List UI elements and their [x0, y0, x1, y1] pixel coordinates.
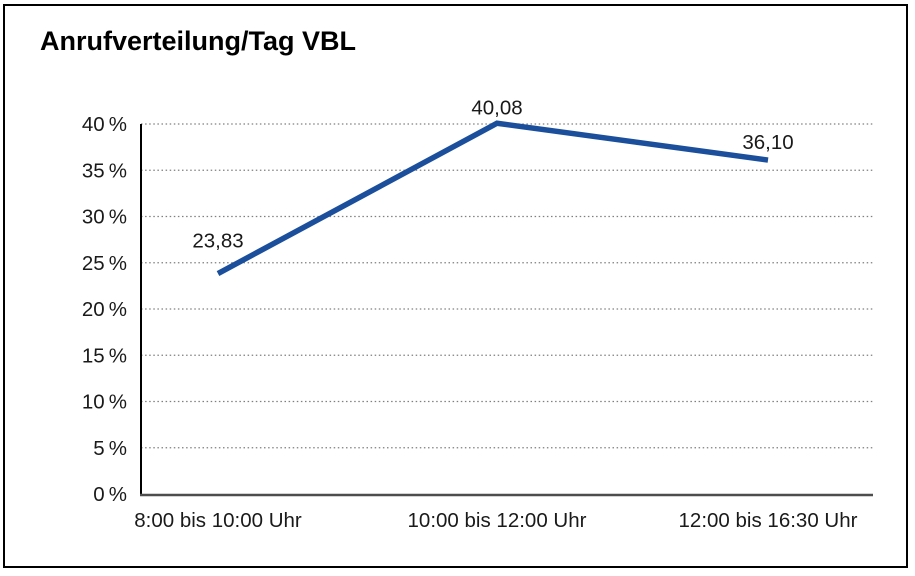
y-tick-label: 30 % — [82, 206, 127, 229]
y-tick-label: 0 % — [93, 483, 127, 506]
chart-border — [3, 4, 908, 568]
y-tick-label: 5 % — [93, 437, 127, 460]
x-category-label: 8:00 bis 10:00 Uhr — [134, 509, 302, 532]
y-tick-label: 20 % — [82, 298, 127, 321]
data-label: 36,10 — [742, 131, 793, 154]
data-label: 23,83 — [192, 230, 243, 253]
data-series-line — [216, 120, 769, 276]
x-category-label: 12:00 bis 16:30 Uhr — [679, 509, 858, 532]
data-label: 40,08 — [471, 96, 522, 119]
y-tick-label: 35 % — [82, 159, 127, 182]
y-tick-label: 25 % — [82, 252, 127, 275]
y-tick-label: 15 % — [82, 344, 127, 367]
y-tick-label: 40 % — [82, 113, 127, 136]
x-category-label: 10:00 bis 12:00 Uhr — [408, 509, 587, 532]
chart-title: Anrufverteilung/Tag VBL — [40, 26, 357, 56]
y-tick-label: 10 % — [82, 391, 127, 414]
